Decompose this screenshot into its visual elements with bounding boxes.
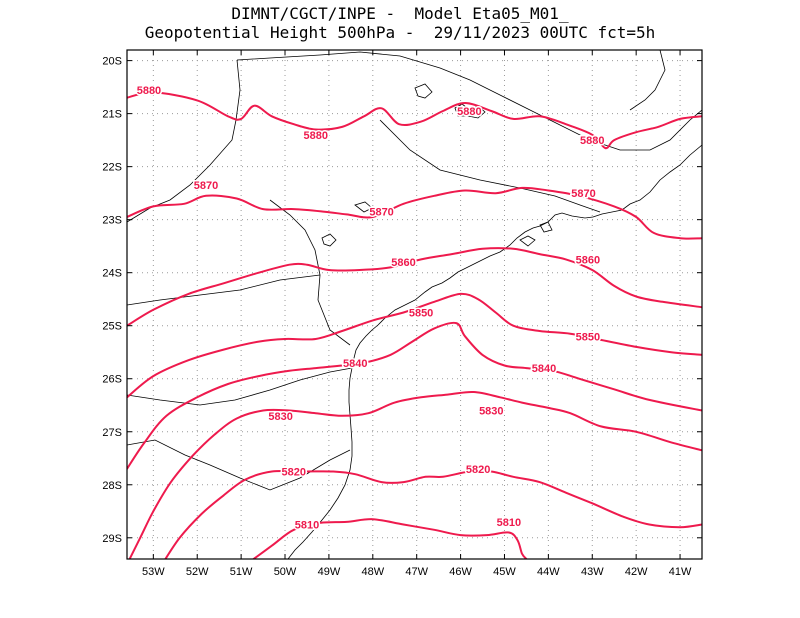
- state-border-7: [127, 439, 351, 491]
- y-tick-label: 28S: [102, 480, 122, 492]
- state-border-2: [236, 51, 702, 151]
- contour-5880: [127, 91, 702, 150]
- x-tick-label: 48W: [361, 566, 384, 578]
- coast-bay-1: [519, 235, 536, 247]
- contour-label-5880: 5880: [580, 135, 604, 147]
- contour-label-5820: 5820: [466, 464, 490, 476]
- contour-label-5840: 5840: [532, 363, 556, 375]
- lake-1: [454, 103, 486, 119]
- contour-label-5810: 5810: [295, 520, 319, 532]
- contour-5820: [164, 469, 702, 559]
- coast-bay-2: [539, 221, 553, 233]
- x-tick-label: 46W: [449, 566, 472, 578]
- contour-5830: [128, 390, 702, 559]
- coastline: [287, 144, 702, 559]
- contour-label-5850: 5850: [409, 307, 433, 319]
- axes: 53W 52W 51W 50W 49W 48W 47W 46W 45W 44W 43W 42W 41W 2…: [102, 50, 702, 578]
- state-border-5: [127, 274, 321, 306]
- contour-label-5830: 5830: [479, 406, 503, 418]
- y-tick-label: 22S: [102, 162, 122, 174]
- y-tick-label: 25S: [102, 321, 122, 333]
- chart-title: DIMNT/CGCT/INPE - Model Eta05_M01_ Geopo…: [0, 4, 800, 42]
- country-border: [629, 50, 666, 111]
- contour-labels: 5880 5880 5880 5880 5870 5870 5870 5860 5860 5850…: [135, 83, 606, 533]
- contour-label-5880: 5880: [137, 85, 161, 97]
- x-tick-label: 53W: [142, 566, 165, 578]
- contour-label-5840: 5840: [343, 358, 367, 370]
- contour-label-5860: 5860: [391, 257, 415, 269]
- contour-label-5870: 5870: [571, 188, 595, 200]
- x-tick-label: 44W: [537, 566, 560, 578]
- contour-5860: [127, 247, 702, 327]
- x-tick-label: 49W: [318, 566, 341, 578]
- y-tick-label: 26S: [102, 374, 122, 386]
- x-tick-label: 43W: [581, 566, 604, 578]
- y-tick-label: 20S: [102, 56, 122, 68]
- lake-3: [321, 233, 337, 247]
- contour-label-5880: 5880: [303, 130, 327, 142]
- x-tick-label: 47W: [405, 566, 428, 578]
- contour-label-5850: 5850: [576, 331, 600, 343]
- x-tick-label: 52W: [186, 566, 209, 578]
- contour-5810: [251, 518, 528, 559]
- y-tick-label: 23S: [102, 215, 122, 227]
- contour-label-5860: 5860: [576, 254, 600, 266]
- lake-2: [414, 83, 433, 99]
- y-tick-label: 24S: [102, 268, 122, 280]
- contour-lines: [127, 91, 702, 559]
- grid-lines: [127, 50, 702, 559]
- y-tick-label: 27S: [102, 427, 122, 439]
- x-tick-label: 45W: [493, 566, 516, 578]
- contour-5840: [127, 321, 702, 470]
- x-tick-label: 41W: [669, 566, 692, 578]
- x-tick-label: 51W: [230, 566, 253, 578]
- contour-label-5820: 5820: [282, 467, 306, 479]
- contour-label-5870: 5870: [194, 180, 218, 192]
- x-tick-label: 50W: [274, 566, 297, 578]
- contour-5870: [127, 186, 702, 240]
- contour-label-5880: 5880: [457, 106, 481, 118]
- title-line-1: DIMNT/CGCT/INPE - Model Eta05_M01_: [231, 4, 569, 23]
- plot-frame: [126, 49, 703, 560]
- title-line-2: Geopotential Height 500hPa - 29/11/2023 …: [144, 23, 656, 42]
- state-border-3: [379, 119, 601, 213]
- x-tick-label: 42W: [625, 566, 648, 578]
- contour-5850: [127, 292, 702, 399]
- lake-4: [354, 201, 373, 213]
- state-border-4: [269, 199, 351, 346]
- contour-label-5870: 5870: [369, 207, 393, 219]
- state-border-6: [127, 367, 353, 406]
- coastline-and-borders: [127, 50, 702, 559]
- contour-label-5830: 5830: [268, 411, 292, 423]
- contour-label-5810: 5810: [497, 517, 521, 529]
- y-tick-label: 29S: [102, 533, 122, 545]
- y-tick-label: 21S: [102, 109, 122, 121]
